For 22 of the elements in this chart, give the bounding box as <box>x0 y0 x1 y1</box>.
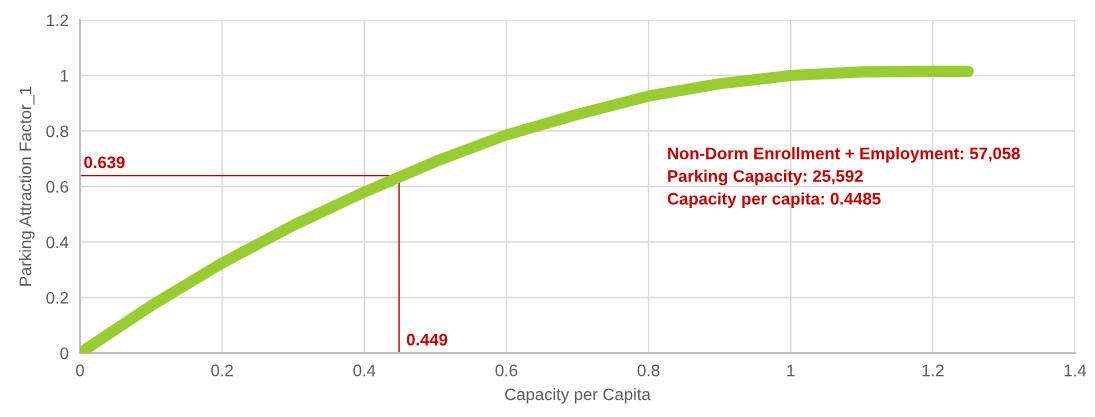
x-tick-label: 0.8 <box>637 364 660 377</box>
y-tick-label: 0.4 <box>46 236 69 249</box>
annotation: Parking Capacity: 25,592 <box>668 169 863 186</box>
y-tick-label: 0.6 <box>46 180 69 193</box>
y-tick-label: 0.2 <box>46 291 69 304</box>
x-tick-label: 1.4 <box>1064 364 1087 377</box>
y-tick-label: 0.8 <box>46 125 69 138</box>
x-tick-label: 1.2 <box>922 364 944 377</box>
x-tick-label: 0.6 <box>495 364 518 377</box>
x-tick-label: 0.2 <box>211 364 233 377</box>
x-tick-label: 0 <box>76 364 84 377</box>
y-axis-title: Parking Attraction Factor_1 <box>19 86 35 286</box>
annotation: Non-Dorm Enrollment + Employment: 57,058 <box>668 147 1020 163</box>
ref-line-label: 0.449 <box>406 333 448 346</box>
x-tick-label: 1 <box>787 364 795 377</box>
annotation: Capacity per capita: 0.4485 <box>667 192 881 208</box>
y-tick-label: 1 <box>60 70 69 82</box>
y-tick-label: 1.2 <box>46 14 69 27</box>
ref-line-label: 0.639 <box>84 156 125 169</box>
x-axis-title: Capacity per Capita <box>505 387 651 404</box>
x-tick-label: 0.4 <box>353 364 376 377</box>
y-tick-label: 0 <box>60 347 69 360</box>
